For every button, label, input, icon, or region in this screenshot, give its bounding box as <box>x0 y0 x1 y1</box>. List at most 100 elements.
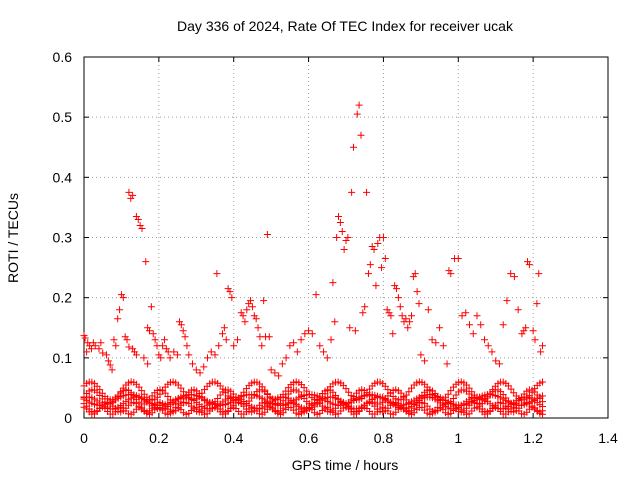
data-point <box>147 303 155 311</box>
data-point <box>243 306 251 314</box>
data-point <box>196 369 204 377</box>
data-point <box>138 224 146 232</box>
data-point <box>394 294 402 302</box>
data-point <box>507 270 515 278</box>
data-point <box>83 348 91 356</box>
data-point <box>436 324 444 332</box>
data-point <box>151 336 159 344</box>
data-point <box>484 342 492 350</box>
data-point <box>342 385 350 393</box>
data-point <box>415 300 423 308</box>
data-point <box>106 361 114 369</box>
y-tick-label: 0.1 <box>53 350 73 366</box>
data-point <box>466 321 474 329</box>
x-tick-label: 0.6 <box>299 430 319 446</box>
data-point <box>439 342 447 350</box>
data-point <box>237 309 245 317</box>
data-point <box>301 330 309 338</box>
data-point <box>102 351 110 359</box>
data-point <box>389 330 397 338</box>
data-point <box>185 351 193 359</box>
data-point <box>119 294 127 302</box>
data-point <box>499 321 507 329</box>
data-point <box>200 363 208 371</box>
x-tick-label: 0.2 <box>149 430 169 446</box>
data-point <box>432 339 440 347</box>
data-point <box>233 336 241 344</box>
data-point <box>260 297 268 305</box>
data-point <box>174 351 182 359</box>
data-point <box>454 255 462 263</box>
data-point <box>278 360 286 368</box>
data-point <box>247 297 255 305</box>
data-point <box>346 324 354 332</box>
data-point <box>417 351 425 359</box>
data-point <box>336 218 344 226</box>
data-point <box>357 131 365 139</box>
data-point <box>166 354 174 362</box>
data-point <box>366 261 374 269</box>
data-point <box>192 366 200 374</box>
data-point <box>159 342 167 350</box>
data-point <box>539 392 546 400</box>
data-point <box>162 345 170 353</box>
data-point <box>104 357 112 365</box>
data-point <box>189 360 197 368</box>
data-point <box>514 306 522 314</box>
data-point <box>537 348 545 356</box>
data-point <box>248 303 256 311</box>
data-point <box>254 324 262 332</box>
data-point <box>87 345 95 353</box>
data-point <box>473 312 481 320</box>
data-point <box>134 215 142 223</box>
data-point <box>97 339 105 347</box>
data-point <box>239 312 247 320</box>
data-point <box>384 386 392 394</box>
chart-title: Day 336 of 2024, Rate Of TEC Index for r… <box>177 18 514 34</box>
data-point <box>290 339 298 347</box>
data-point <box>215 342 223 350</box>
data-point <box>230 342 238 350</box>
data-point <box>123 336 131 344</box>
data-point <box>125 188 133 196</box>
x-tick-label: 0.4 <box>224 430 244 446</box>
data-point <box>282 354 290 362</box>
data-point <box>364 270 372 278</box>
data-point <box>524 258 532 266</box>
data-point <box>344 234 352 241</box>
data-point <box>492 357 500 365</box>
data-point <box>329 279 337 287</box>
axis-ticks: 0 0.2 0.4 0.6 0.8 1 1.2 1.4 0 0.1 0.2 0.3 0.4 0.5 0.6 <box>53 49 618 446</box>
data-point <box>138 387 146 395</box>
data-point <box>250 312 258 320</box>
data-point <box>110 336 118 344</box>
y-tick-label: 0.6 <box>53 49 73 65</box>
data-point <box>342 237 350 245</box>
data-point <box>404 324 412 332</box>
data-point <box>503 297 511 305</box>
data-point <box>402 315 410 323</box>
data-point <box>300 384 308 392</box>
data-point <box>363 188 371 196</box>
data-point <box>355 101 363 109</box>
data-point <box>335 212 343 220</box>
x-tick-label: 1.4 <box>598 430 618 446</box>
data-point <box>129 191 137 199</box>
data-point <box>405 388 413 396</box>
data-point <box>263 230 271 238</box>
data-point <box>129 345 137 353</box>
data-point <box>338 227 346 235</box>
data-point <box>348 188 356 196</box>
data-point <box>408 312 415 320</box>
data-point <box>320 348 328 356</box>
data-point <box>136 221 144 229</box>
data-point <box>293 348 301 356</box>
data-point <box>258 342 266 350</box>
data-point <box>308 330 316 338</box>
data-point <box>411 270 419 278</box>
data-point <box>117 291 125 299</box>
data-point <box>444 390 452 398</box>
data-point <box>447 270 455 278</box>
data-point <box>428 336 436 344</box>
data-point <box>149 330 157 338</box>
